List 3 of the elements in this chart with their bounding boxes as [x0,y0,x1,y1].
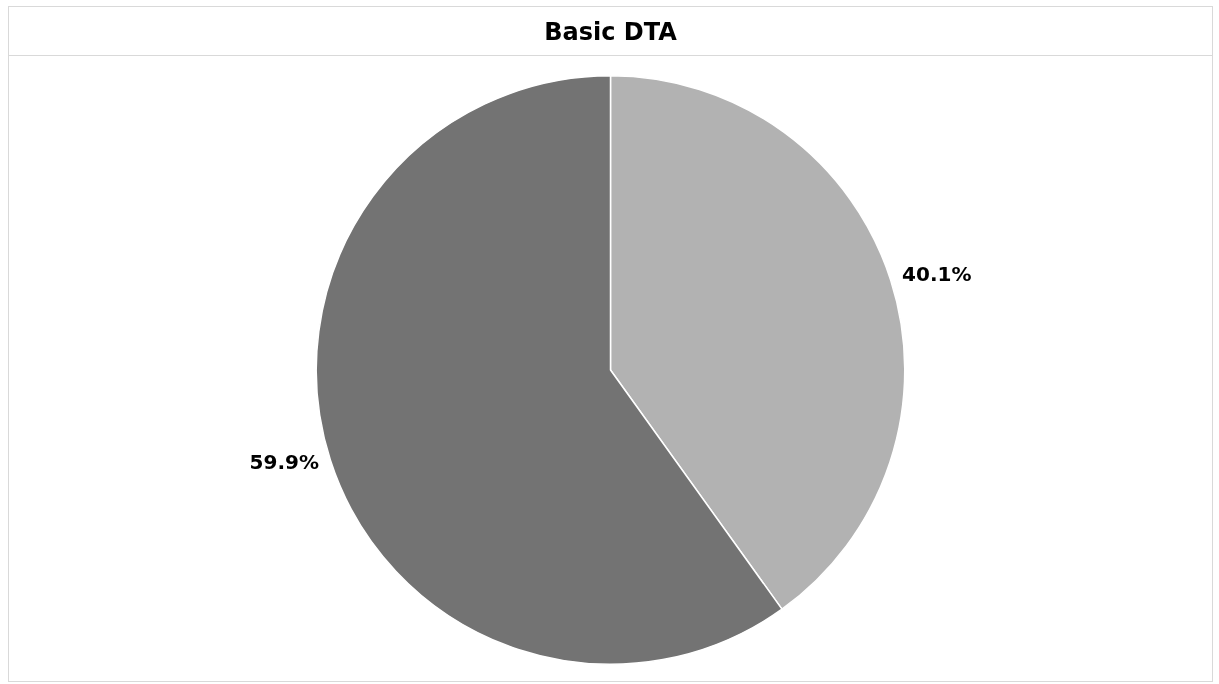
data-label: 40.1% [902,262,972,287]
data-label: 59.9% [249,449,319,474]
chart-title: Basic DTA [9,7,1212,56]
